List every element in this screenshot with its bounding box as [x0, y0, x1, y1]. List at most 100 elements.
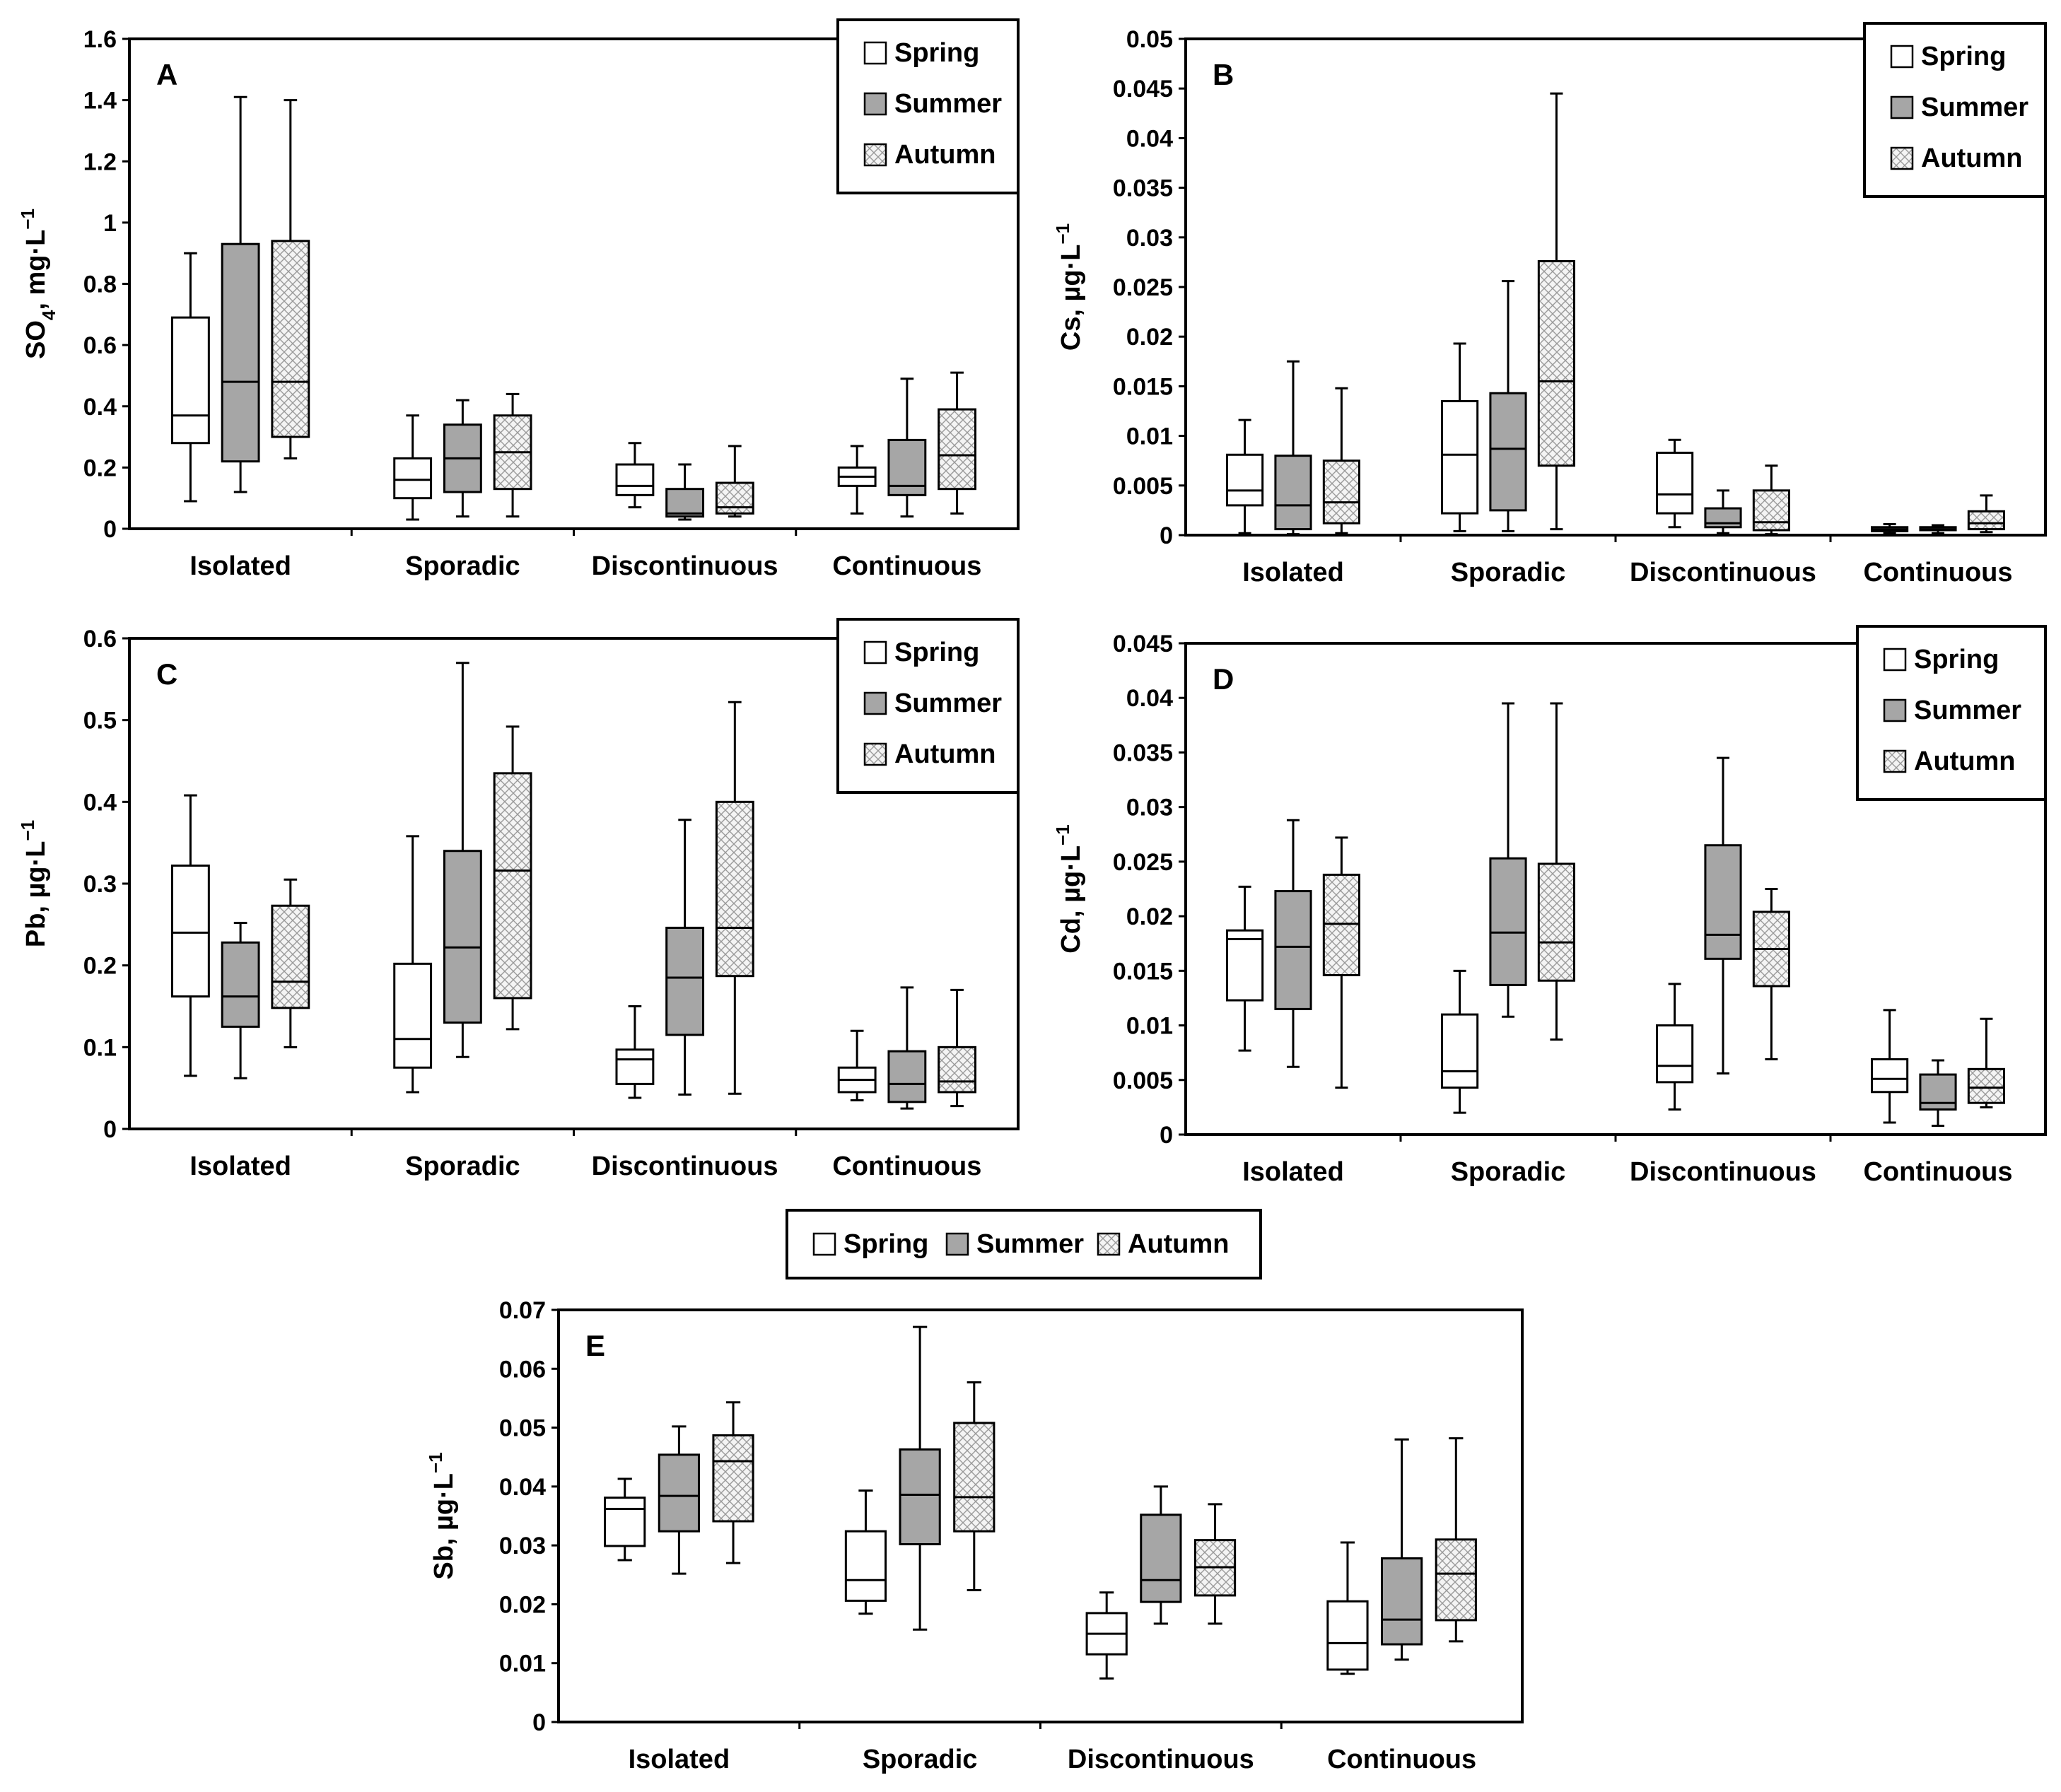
shared-legend-swatch-autumn [1097, 1232, 1121, 1256]
box-summer-continuous [1919, 1059, 1957, 1128]
panel-letter: D [1213, 662, 1234, 696]
box-autumn-sporadic [493, 725, 532, 1031]
iqr-box [844, 1530, 887, 1602]
box-autumn-isolated [1322, 387, 1360, 534]
x-category-label: Discontinuous [1630, 1157, 1816, 1187]
box-spring-continuous [1326, 1541, 1369, 1675]
box-autumn-continuous [1967, 494, 2005, 534]
box-summer-continuous [1919, 524, 1957, 534]
iqr-box [1871, 1058, 1909, 1094]
x-category-label: Isolated [1242, 1157, 1344, 1187]
box-autumn-sporadic [953, 1381, 996, 1591]
box-autumn-isolated [712, 1401, 754, 1564]
y-tick-label: 0 [103, 1116, 117, 1143]
box-autumn-sporadic [493, 392, 532, 518]
iqr-box [1441, 1013, 1479, 1089]
y-tick-label: 0.2 [83, 953, 117, 980]
shared-legend: Spring Summer Autumn [786, 1209, 1262, 1279]
box-summer-sporadic [899, 1325, 941, 1631]
x-category-label: Isolated [189, 551, 291, 581]
shared-legend-swatch-spring [812, 1232, 836, 1256]
box-autumn-sporadic [1537, 92, 1575, 531]
box-summer-continuous [887, 377, 927, 518]
iqr-box [1752, 489, 1790, 532]
y-tick-label: 0.3 [83, 871, 117, 898]
iqr-box [1656, 1024, 1694, 1084]
box-summer-discontinuous [1704, 756, 1742, 1075]
legend-swatch-summer [1890, 95, 1914, 119]
box-summer-discontinuous [1704, 489, 1742, 534]
iqr-box [393, 962, 433, 1069]
box-spring-discontinuous [1656, 983, 1694, 1111]
box-summer-isolated [1274, 360, 1312, 536]
legend-swatch-spring [863, 640, 887, 664]
box-summer-continuous [887, 986, 927, 1110]
panels-layer: 0 0.2 0.4 0.6 0.8 1 1.2 1.4 1.6 SO4, mg·L−1 A Isola… [17, 18, 2047, 1774]
legend-swatch-summer [863, 691, 887, 715]
box-spring-discontinuous [1085, 1591, 1128, 1680]
y-tick-label: 0.03 [1126, 225, 1173, 252]
panel-letter: E [585, 1329, 605, 1362]
legend-label-autumn: Autumn [894, 140, 996, 170]
x-category-label: Sporadic [1451, 1157, 1566, 1187]
iqr-box [1274, 890, 1312, 1010]
iqr-box [1381, 1557, 1423, 1646]
legend-swatch-spring [1890, 45, 1914, 69]
iqr-box [1537, 259, 1575, 467]
y-tick-label: 0.6 [83, 626, 117, 652]
y-tick-label: 0.6 [83, 332, 117, 359]
y-tick-label: 0.02 [1126, 324, 1173, 351]
box-spring-sporadic [393, 414, 433, 521]
y-tick-label: 0.015 [1113, 958, 1173, 985]
iqr-box [1441, 399, 1479, 515]
box-autumn-discontinuous [715, 445, 754, 518]
box-autumn-continuous [938, 371, 977, 515]
legend-label-spring: Spring [894, 38, 979, 68]
y-tick-label: 0 [1160, 522, 1173, 549]
y-tick-label: 0.01 [1126, 1013, 1173, 1040]
box-summer-sporadic [443, 662, 482, 1058]
legend-swatch-autumn [1883, 749, 1907, 773]
y-tick-label: 0.02 [1126, 903, 1173, 930]
y-tick-label: 0.025 [1113, 849, 1173, 876]
y-tick-label: 0.03 [499, 1533, 546, 1559]
x-category-label: Discontinuous [1068, 1745, 1254, 1774]
box-summer-isolated [658, 1425, 700, 1575]
shared-legend-label-autumn: Autumn [1128, 1229, 1230, 1259]
legend: Spring Summer Autumn [1856, 625, 2047, 801]
box-spring-isolated [604, 1477, 646, 1562]
iqr-box [887, 1050, 927, 1103]
iqr-box [1140, 1513, 1182, 1603]
legend-label-summer: Summer [894, 89, 1002, 119]
box-spring-discontinuous [1656, 438, 1694, 529]
y-tick-label: 0.05 [1126, 26, 1173, 53]
x-category-label: Sporadic [863, 1745, 978, 1774]
legend-label-spring: Spring [1914, 645, 1999, 674]
iqr-box [271, 240, 310, 438]
legend-label-summer: Summer [1921, 93, 2028, 122]
iqr-box [1274, 455, 1312, 531]
shared-legend-swatch-summer [945, 1232, 969, 1256]
y-tick-label: 0.8 [83, 271, 117, 298]
y-tick-label: 0.04 [499, 1474, 546, 1501]
box-autumn-continuous [938, 988, 977, 1108]
panel-letter: A [156, 58, 177, 91]
x-category-label: Sporadic [405, 551, 520, 581]
x-category-label: Continuous [832, 1152, 981, 1181]
x-category-label: Isolated [1242, 558, 1344, 587]
y-tick-label: 0.4 [83, 394, 117, 421]
y-axis-label: Cd, µg·L−1 [1052, 824, 1086, 953]
box-autumn-discontinuous [1752, 888, 1790, 1060]
y-tick-label: 0.025 [1113, 274, 1173, 301]
shared-legend-label-spring: Spring [843, 1229, 928, 1259]
y-tick-label: 0.04 [1126, 125, 1173, 152]
iqr-box [1435, 1538, 1477, 1622]
box-summer-sporadic [443, 399, 482, 518]
y-tick-label: 1 [103, 210, 117, 237]
iqr-box [1226, 453, 1264, 507]
iqr-box [1322, 873, 1360, 977]
legend-swatch-spring [1883, 648, 1907, 672]
box-summer-discontinuous [665, 463, 705, 521]
box-autumn-continuous [1435, 1437, 1477, 1643]
panel-a: 0 0.2 0.4 0.6 0.8 1 1.2 1.4 1.6 SO4, mg·L−1 A Isola… [17, 18, 1020, 581]
